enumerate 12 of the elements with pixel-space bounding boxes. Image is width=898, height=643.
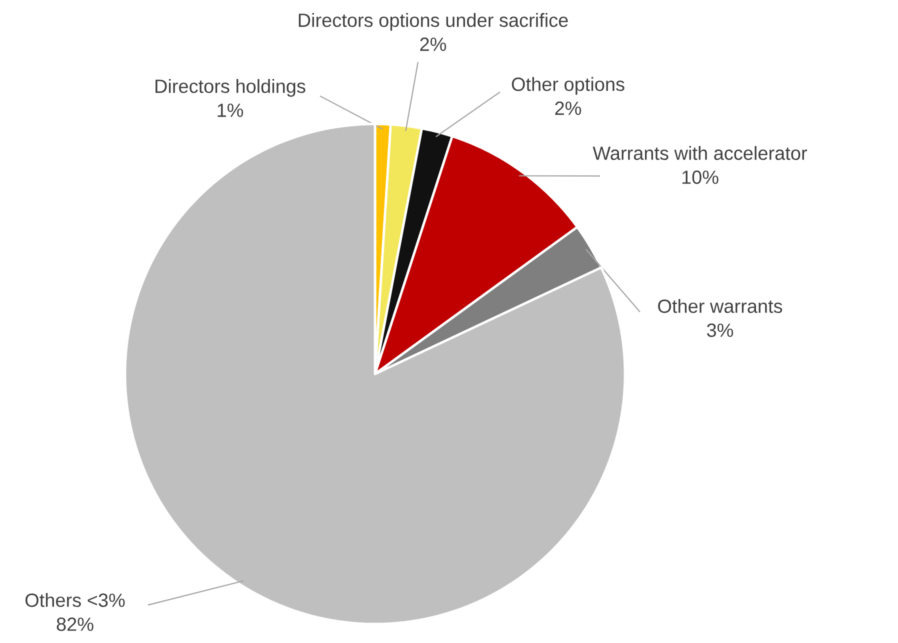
data-label: 3% <box>707 324 734 337</box>
slice-label: Others <3% <box>25 593 125 607</box>
data-label: 10% <box>682 170 718 184</box>
data-label: 2% <box>555 102 582 115</box>
data-label: 1% <box>218 104 244 117</box>
slice-label: Directors holdings <box>156 79 306 97</box>
data-label: 2% <box>420 38 446 51</box>
slice-label: Warrants with accelerator <box>592 146 808 160</box>
data-label: 82% <box>56 618 94 631</box>
slice-label: Other warrants <box>658 299 782 313</box>
slice-label: Directors options under sacrifice <box>298 13 568 31</box>
slice-label: Other options <box>512 77 624 95</box>
